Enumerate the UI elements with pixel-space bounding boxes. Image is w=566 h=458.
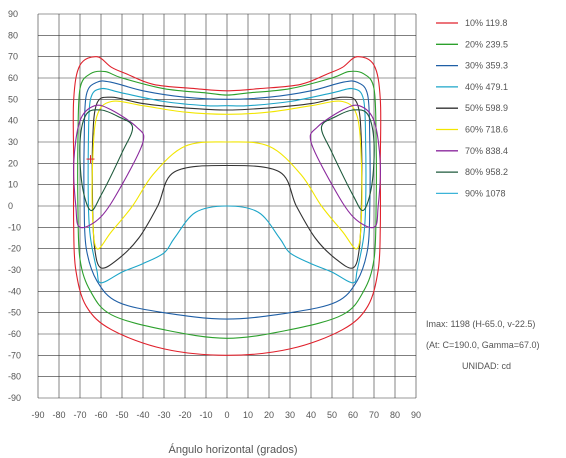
y-tick-label: 30 bbox=[8, 137, 18, 147]
y-tick-label: 20 bbox=[8, 158, 18, 168]
x-tick-label: 0 bbox=[224, 410, 229, 420]
x-tick-label: 20 bbox=[264, 410, 274, 420]
x-tick-label: -90 bbox=[31, 410, 44, 420]
contour-2 bbox=[77, 70, 377, 339]
contour-8 bbox=[309, 104, 382, 229]
y-tick-label: 70 bbox=[8, 52, 18, 62]
legend: 10% 119.8 20% 239.5 30% 359.3 40% 479.1 50% … bbox=[436, 18, 508, 198]
x-axis-label: Ángulo horizontal (grados) bbox=[168, 444, 298, 456]
y-tick-label: -90 bbox=[8, 393, 21, 403]
contour-10 bbox=[320, 109, 375, 212]
x-tick-label: -50 bbox=[115, 410, 128, 420]
x-tick-label: 10 bbox=[243, 410, 253, 420]
y-tick-label: 90 bbox=[8, 9, 18, 19]
x-tick-label: 80 bbox=[390, 410, 400, 420]
x-tick-label: -60 bbox=[94, 410, 107, 420]
x-tick-label: 70 bbox=[369, 410, 379, 420]
x-tick-label: 90 bbox=[411, 410, 421, 420]
y-axis-ticks: 90 80 70 60 50 40 30 20 10 0 -10 -20 -30 -40 -50 -60 -70… bbox=[8, 9, 21, 403]
y-tick-label: -40 bbox=[8, 286, 21, 296]
contour-3 bbox=[83, 80, 371, 320]
y-tick-label: 50 bbox=[8, 94, 18, 104]
x-tick-label: -10 bbox=[199, 410, 212, 420]
legend-label: 20% 239.5 bbox=[465, 39, 508, 49]
contour-4 bbox=[87, 87, 367, 284]
x-tick-label: -70 bbox=[73, 410, 86, 420]
y-tick-label: 40 bbox=[8, 116, 18, 126]
contour-6 bbox=[91, 100, 363, 250]
x-tick-label: 50 bbox=[327, 410, 337, 420]
max-intensity-info: Imax: 1198 (H-65.0, v-22.5) bbox=[426, 319, 536, 329]
y-tick-label: -20 bbox=[8, 244, 21, 254]
angle-info: (At: C=190.0, Gamma=67.0) bbox=[426, 340, 540, 350]
chart-grid bbox=[37, 13, 417, 399]
y-tick-label: 60 bbox=[8, 73, 18, 83]
y-tick-label: 0 bbox=[8, 201, 13, 211]
max-intensity-marker bbox=[86, 155, 95, 164]
x-tick-label: -40 bbox=[136, 410, 149, 420]
legend-label: 50% 598.9 bbox=[465, 103, 508, 113]
legend-label: 10% 119.8 bbox=[465, 18, 507, 28]
y-tick-label: -50 bbox=[8, 308, 21, 318]
contour-7 bbox=[72, 104, 145, 229]
x-tick-label: 30 bbox=[285, 410, 295, 420]
x-tick-label: -30 bbox=[157, 410, 170, 420]
contour-curves bbox=[72, 56, 382, 356]
x-tick-label: 40 bbox=[306, 410, 316, 420]
unit-info: UNIDAD: cd bbox=[462, 361, 512, 371]
y-tick-label: -10 bbox=[8, 222, 21, 232]
legend-label: 70% 838.4 bbox=[465, 146, 508, 156]
legend-label: 40% 479.1 bbox=[465, 82, 508, 92]
contour-9 bbox=[79, 109, 134, 212]
legend-label: 80% 958.2 bbox=[465, 167, 508, 177]
x-tick-label: -80 bbox=[52, 410, 65, 420]
y-tick-label: -70 bbox=[8, 350, 21, 360]
contour-1 bbox=[72, 56, 382, 356]
legend-label: 30% 359.3 bbox=[465, 61, 508, 71]
y-tick-label: -60 bbox=[8, 329, 21, 339]
y-tick-label: -30 bbox=[8, 265, 21, 275]
y-tick-label: 10 bbox=[8, 180, 18, 190]
legend-label: 60% 718.6 bbox=[465, 125, 508, 135]
x-tick-label: 60 bbox=[348, 410, 358, 420]
contour-5 bbox=[91, 96, 363, 269]
y-tick-label: -80 bbox=[8, 372, 21, 382]
legend-label: 90% 1078 bbox=[465, 188, 506, 198]
y-tick-label: 80 bbox=[8, 30, 18, 40]
x-tick-label: -20 bbox=[178, 410, 191, 420]
x-axis-ticks: -90 -80 -70 -60 -50 -40 -30 -20 -10 0 10 20 30 40 50 60… bbox=[31, 410, 421, 420]
